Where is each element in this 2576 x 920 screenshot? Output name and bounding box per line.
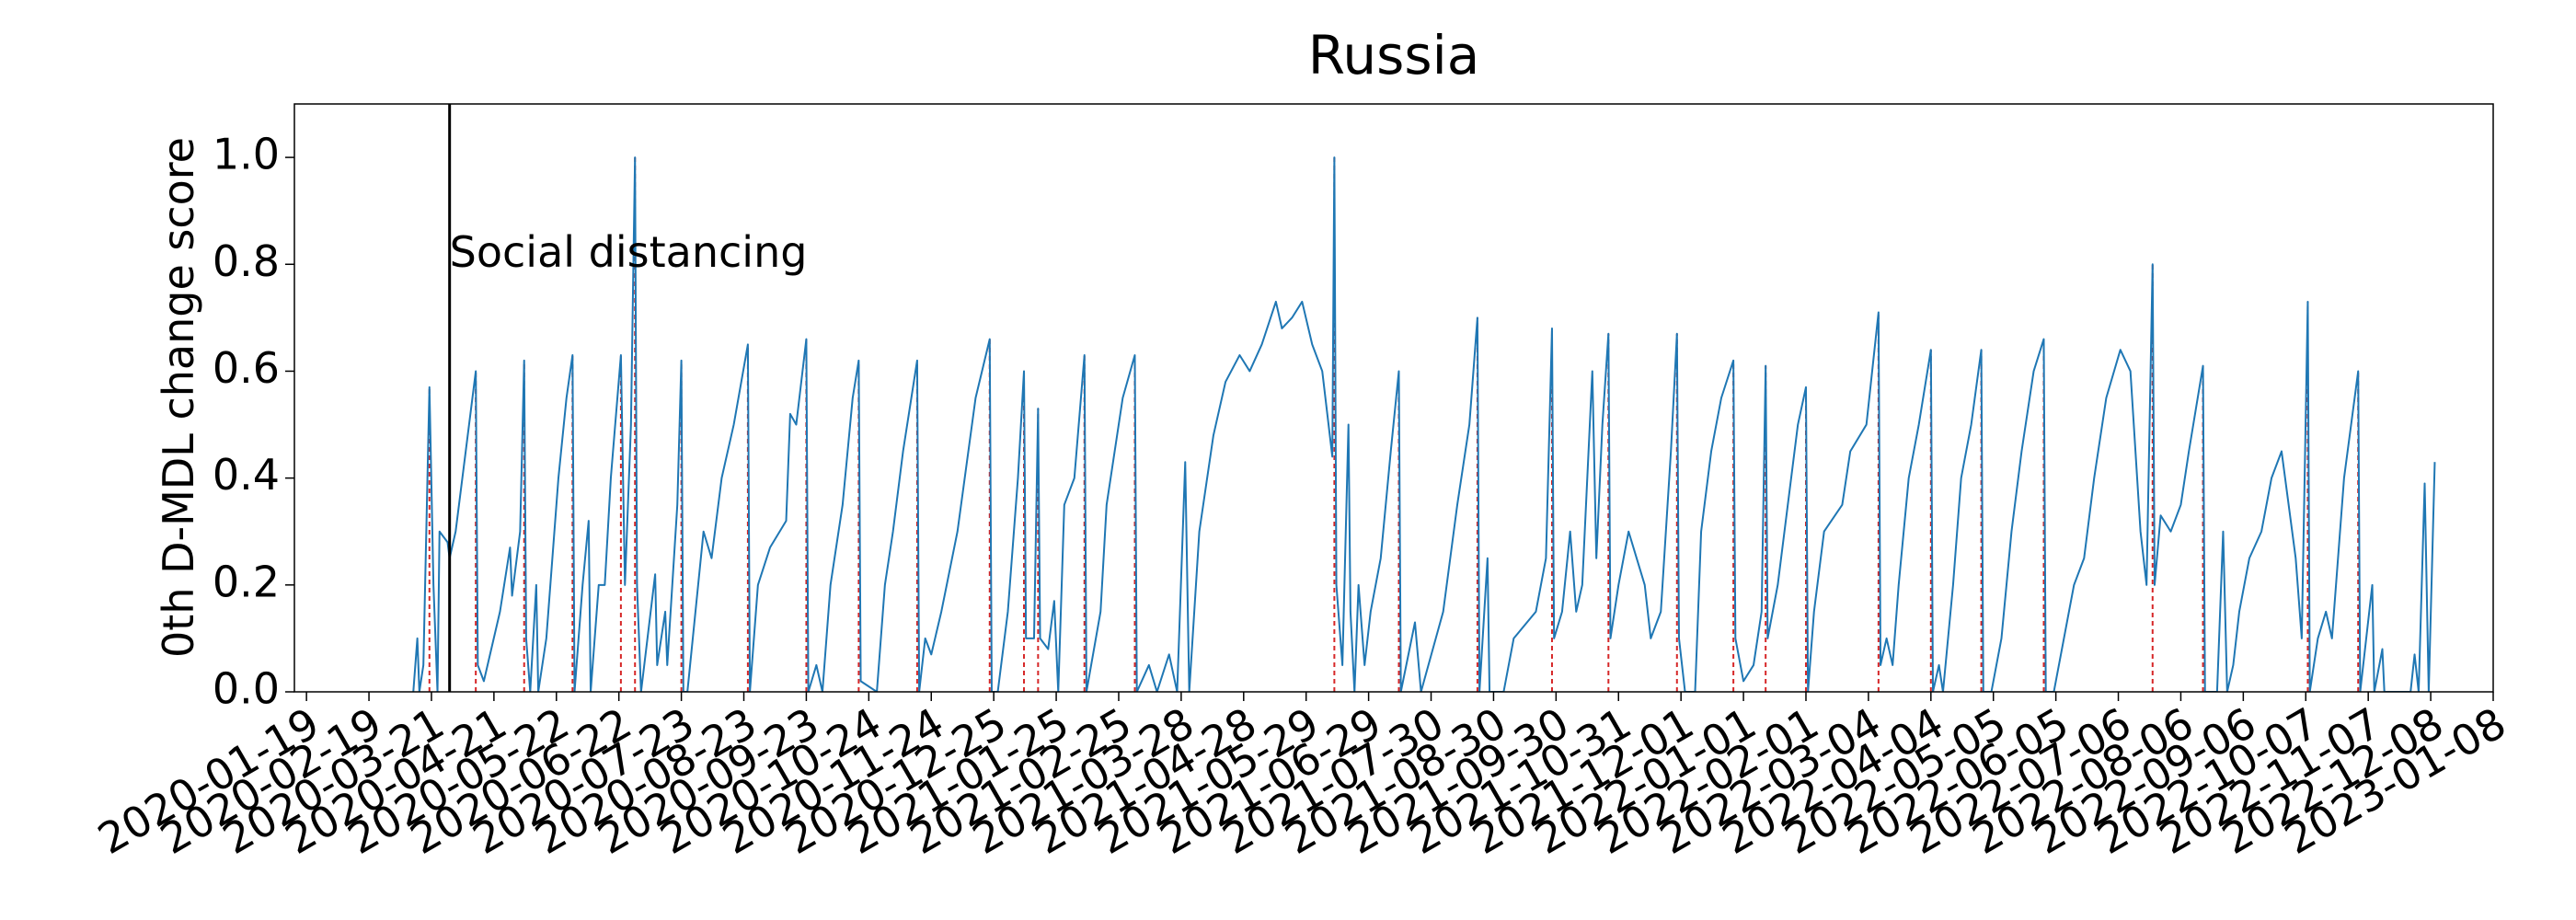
y-tick-label: 0.8	[213, 236, 280, 286]
y-tick-label: 0.2	[213, 557, 280, 606]
plot-area	[412, 156, 2436, 692]
y-tick-label: 0.6	[213, 343, 280, 393]
y-tick-label: 0.0	[213, 664, 280, 714]
axes-frame	[293, 103, 2494, 693]
chart-title: Russia	[1308, 24, 1480, 86]
y-tick-label: 1.0	[213, 130, 280, 179]
annotation-text: Social distancing	[450, 227, 808, 277]
series-line	[412, 156, 2436, 692]
y-axis-label: 0th D-MDL change score	[154, 137, 203, 658]
y-tick-label: 0.4	[213, 450, 280, 500]
